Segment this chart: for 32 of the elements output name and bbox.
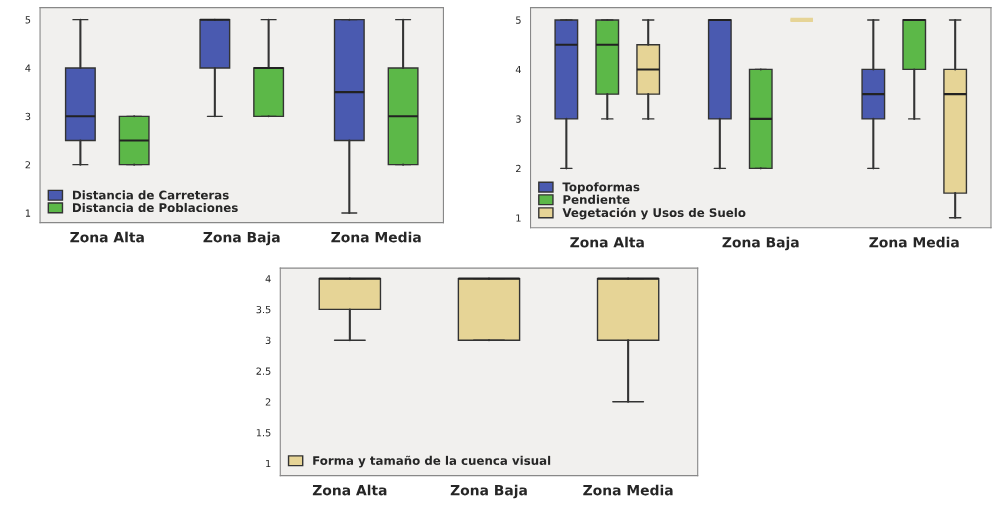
x-tick-label: Zona Media	[583, 484, 673, 496]
y-tick-label: 3	[516, 115, 521, 123]
y-tick-label: 5	[516, 16, 521, 24]
y-tick-label: 1	[266, 459, 271, 468]
y-tick-label: 2	[25, 161, 31, 169]
y-tick-label: 2	[516, 164, 521, 173]
y-tick-label: 2.5	[256, 367, 271, 375]
x-tick-label: Zona Media	[331, 231, 421, 243]
legend-label: Pendiente	[563, 194, 630, 204]
x-tick-label: Zona Baja	[722, 236, 799, 251]
x-tick-label: Zona Alta	[70, 231, 144, 243]
y-tick-label: 3	[25, 112, 31, 121]
y-tick-label: 3	[265, 336, 271, 345]
y-tick-label: 4	[25, 64, 31, 72]
legend-label: Distancia de Poblaciones	[73, 202, 238, 213]
legend-label: Distancia de Carreteras	[73, 190, 229, 200]
y-tick-label: 4	[265, 275, 271, 283]
legend-label: Topoformas	[562, 182, 640, 194]
y-tick-label: 1	[25, 209, 31, 217]
y-tick-label: 3.5	[256, 305, 271, 314]
legend-label: Forma y tamaño de la cuenca visual	[313, 455, 551, 468]
x-tick-label: Zona Baja	[203, 231, 280, 246]
x-tick-label: Zona Baja	[450, 484, 527, 499]
y-tick-label: 1.5	[256, 429, 271, 437]
x-tick-label: Zona Alta	[312, 484, 387, 496]
x-tick-label: Zona Alta	[570, 236, 644, 248]
y-tick-label: 2	[265, 398, 271, 406]
x-tick-label: Zona Media	[869, 236, 959, 248]
legend-label: Vegetación y Usos de Suelo	[562, 207, 746, 220]
y-tick-label: 5	[25, 16, 31, 24]
y-tick-label: 4	[515, 66, 521, 74]
y-tick-label: 1	[516, 214, 521, 222]
